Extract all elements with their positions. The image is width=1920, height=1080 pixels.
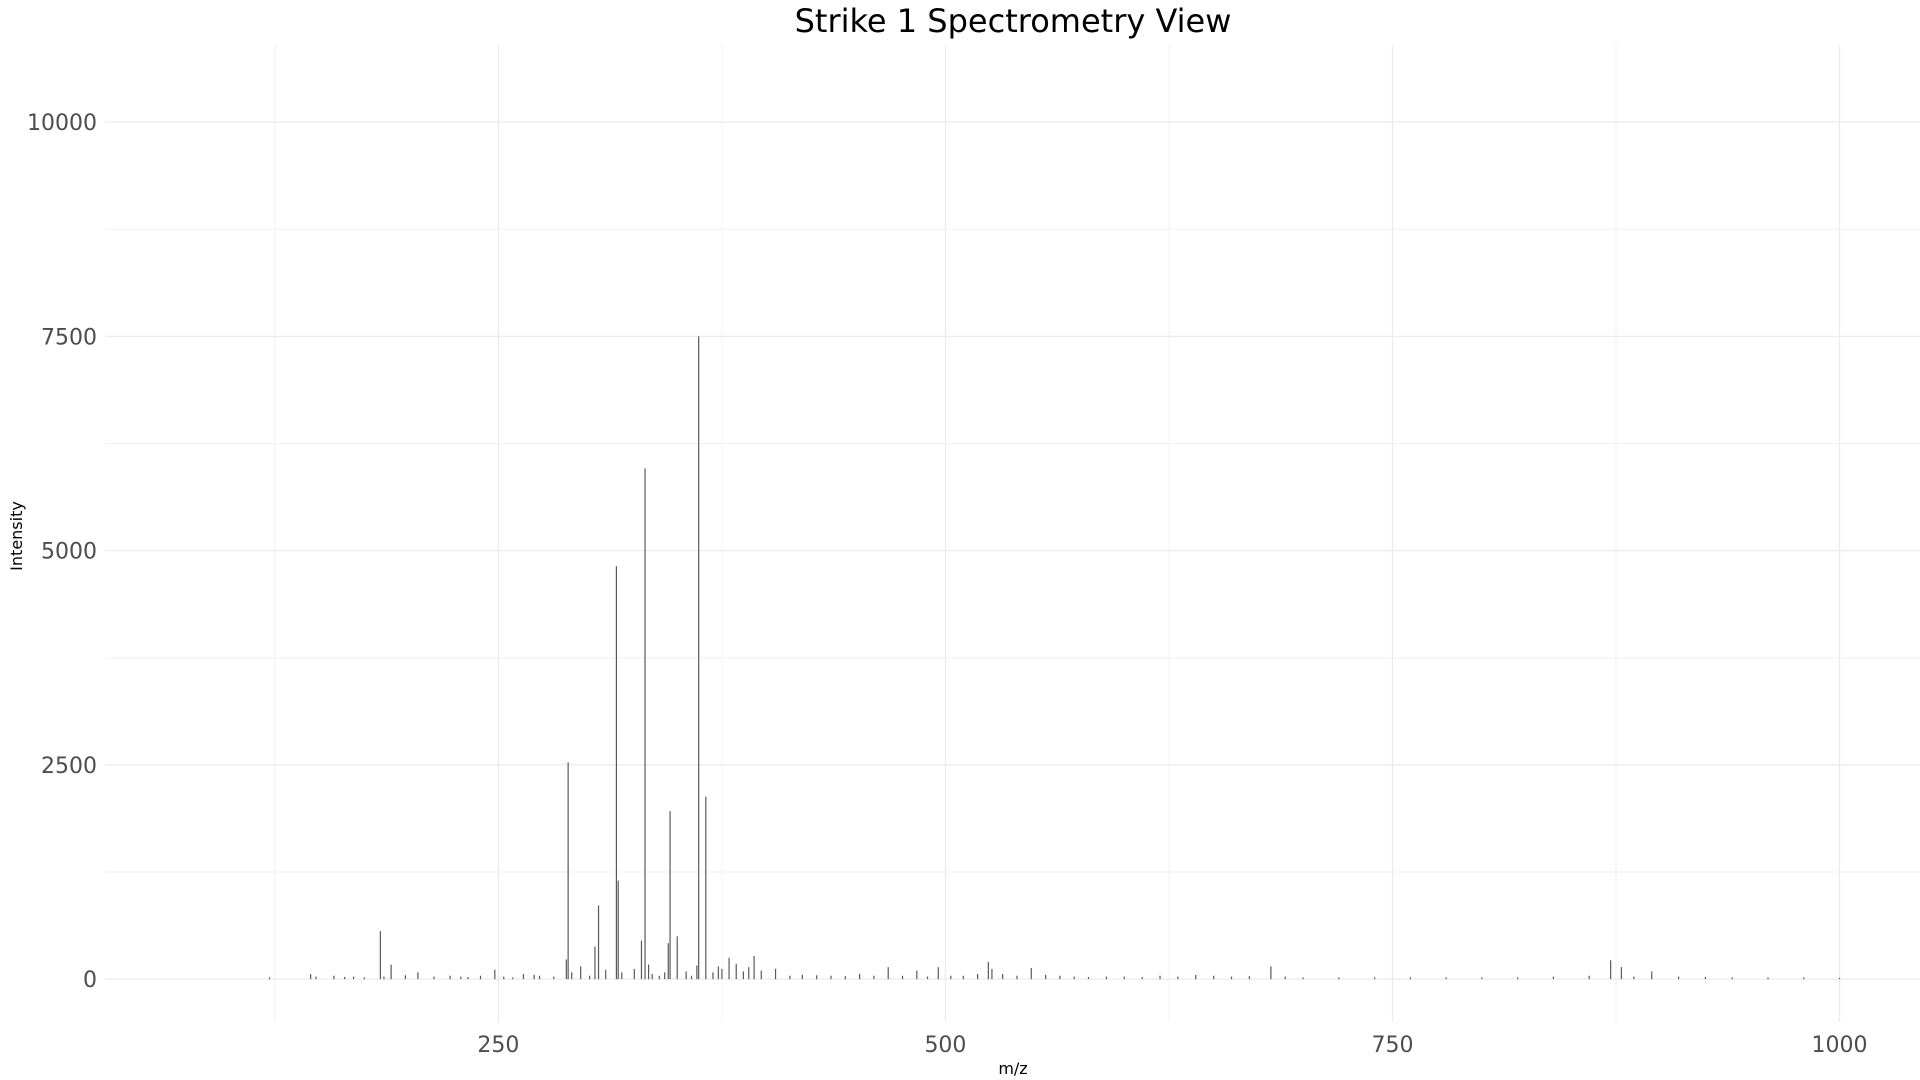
x-axis-title: m/z — [998, 1059, 1027, 1078]
y-axis-ticks: 0 2500 5000 7500 10000 — [27, 111, 97, 993]
y-tick-label: 10000 — [27, 111, 97, 136]
chart-title: Strike 1 Spectrometry View — [795, 2, 1232, 40]
x-tick-label: 750 — [1371, 1033, 1413, 1058]
x-tick-label: 1000 — [1812, 1033, 1868, 1058]
grid — [105, 45, 1920, 1022]
x-axis-ticks: 250 500 750 1000 — [477, 1033, 1867, 1058]
y-tick-label: 7500 — [41, 325, 97, 350]
x-tick-label: 500 — [924, 1033, 966, 1058]
x-tick-label: 250 — [477, 1033, 519, 1058]
y-tick-label: 0 — [83, 968, 97, 993]
y-axis-title: Intensity — [7, 501, 26, 571]
peak-series — [268, 336, 1841, 980]
y-tick-label: 2500 — [41, 754, 97, 779]
y-tick-label: 5000 — [41, 540, 97, 565]
